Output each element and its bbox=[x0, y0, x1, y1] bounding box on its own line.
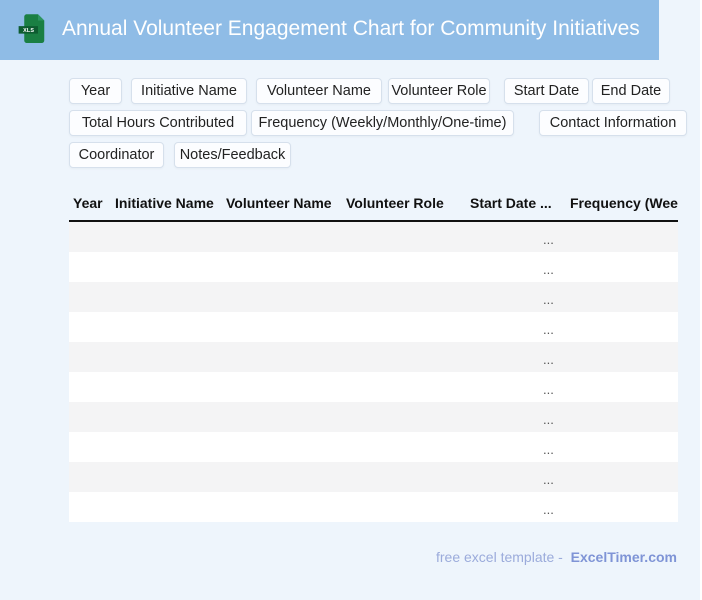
svg-text:XLS: XLS bbox=[23, 28, 34, 34]
